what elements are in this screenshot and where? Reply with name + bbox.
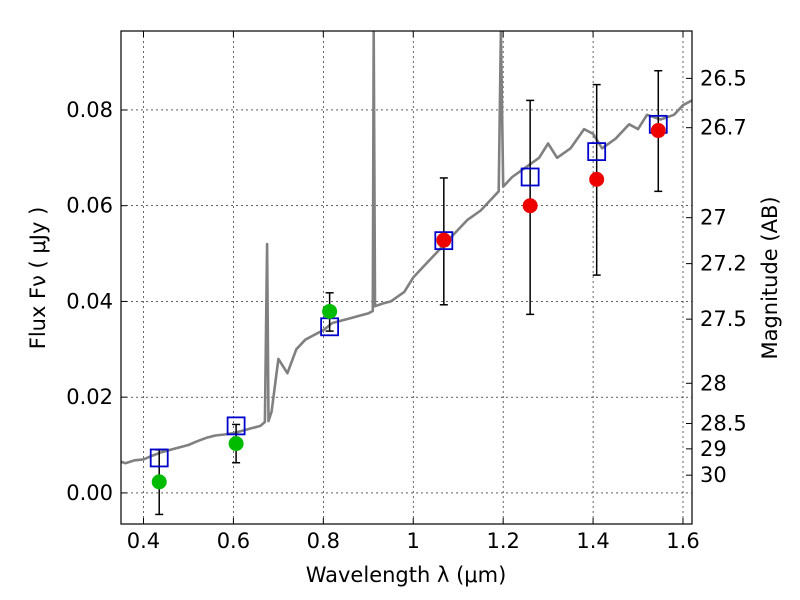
x-tick-label: 0.8 <box>307 529 340 553</box>
y2-tick-label: 27 <box>700 206 727 230</box>
sed-model-line <box>121 31 692 465</box>
y2-tick-label: 27.5 <box>700 307 747 331</box>
observed-point <box>522 198 538 214</box>
model-point <box>434 231 454 251</box>
plot-frame <box>120 30 693 525</box>
y-tick-label: 0.04 <box>66 289 113 313</box>
observed-point <box>322 303 338 319</box>
observed-point <box>589 171 605 187</box>
y-tick-label: 0.06 <box>66 194 113 218</box>
x-axis-title: Wavelength λ (μm) <box>306 563 507 587</box>
x-tick-label: 1 <box>407 529 420 553</box>
sed-layer <box>121 31 692 465</box>
y2-tick-label: 29 <box>700 437 727 461</box>
y2-tick-label: 27.2 <box>700 252 747 276</box>
observed-point <box>228 436 244 452</box>
x-tick-label: 1.6 <box>666 529 699 553</box>
model-point <box>149 448 169 468</box>
y-axis-title: Flux Fν ( μJy ) <box>26 207 50 350</box>
observed-point <box>436 232 452 248</box>
y2-tick-label: 30 <box>700 463 727 487</box>
y-tick-label: 0.08 <box>66 98 113 122</box>
x-tick-label: 0.4 <box>127 529 160 553</box>
marker-layer <box>149 114 668 490</box>
model-point <box>587 142 607 162</box>
model-point <box>520 167 540 187</box>
observed-point <box>151 474 167 490</box>
y2-tick-label: 26.5 <box>700 66 747 90</box>
y-tick-label: 0.02 <box>66 385 113 409</box>
y2-tick-label: 28 <box>700 371 727 395</box>
y-tick-label: 0.00 <box>66 481 113 505</box>
y2-tick-label: 26.7 <box>700 116 747 140</box>
y2-tick-label: 28.5 <box>700 411 747 435</box>
x-tick-label: 1.2 <box>486 529 519 553</box>
tick-layer: 0.4 0.6 0.8 1 1.2 1.4 1.6 0.00 0.02 0.04 0.06 0.08 2… <box>66 31 747 553</box>
model-point <box>226 416 246 436</box>
x-tick-label: 1.4 <box>576 529 609 553</box>
observed-point <box>650 123 666 139</box>
x-tick-label: 0.6 <box>217 529 250 553</box>
y2-axis-title: Magnitude (AB) <box>758 196 782 359</box>
grid-layer <box>121 31 692 524</box>
